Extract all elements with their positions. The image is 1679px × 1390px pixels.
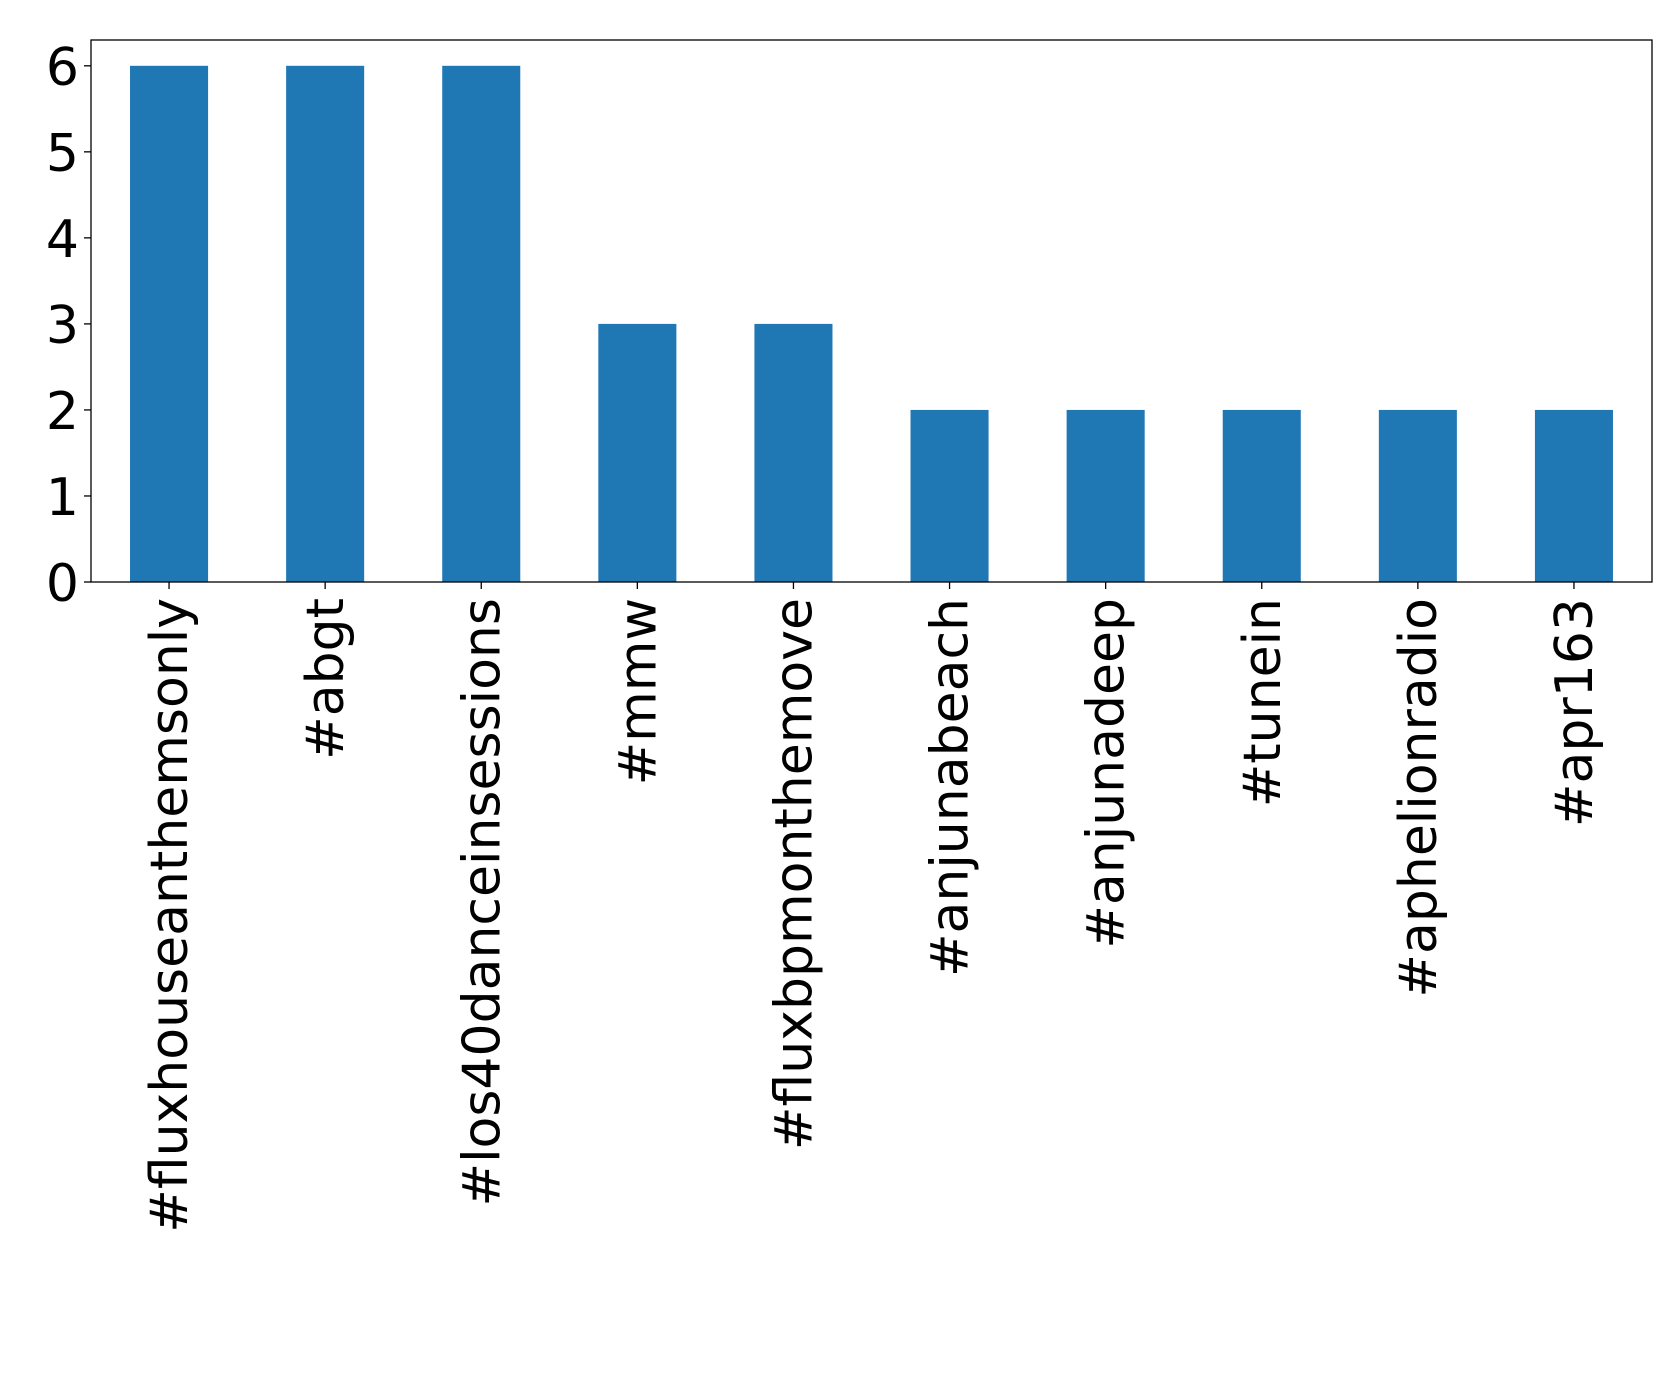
y-tick-label: 4 <box>46 210 79 270</box>
x-axis: #fluxhouseanthemsonly #abgt #los40danceins… <box>140 582 1605 1233</box>
y-tick-label: 6 <box>46 38 79 98</box>
x-tick-label: #anjunabeach <box>921 598 981 977</box>
x-tick-label: #apr163 <box>1545 598 1605 827</box>
axes-frame <box>90 39 1653 583</box>
bar <box>1222 409 1301 582</box>
x-tick-label: #tunein <box>1233 598 1293 807</box>
x-tick-label: #los40danceinsessions <box>452 598 512 1207</box>
bars-group <box>130 65 1613 583</box>
y-tick-label: 0 <box>46 554 79 614</box>
bar <box>754 323 833 582</box>
bar <box>442 65 521 583</box>
y-tick-label: 3 <box>46 296 79 356</box>
bar <box>1534 409 1613 582</box>
x-tick-label: #fluxhouseanthemsonly <box>140 598 200 1233</box>
y-tick-label: 1 <box>46 468 79 528</box>
y-tick-label: 2 <box>46 382 79 442</box>
bar <box>598 323 677 582</box>
y-tick-label: 5 <box>46 124 79 184</box>
bar <box>1066 409 1145 582</box>
x-tick-label: #fluxbpmonthemove <box>764 598 824 1150</box>
x-tick-label: #anjunadeep <box>1077 598 1137 949</box>
bar <box>130 65 209 583</box>
x-tick-label: #aphelionradio <box>1389 598 1449 998</box>
x-tick-label: #abgt <box>296 598 356 760</box>
bar <box>1378 409 1457 582</box>
bar <box>910 409 989 582</box>
y-axis: 0 1 2 3 4 5 6 <box>46 38 91 614</box>
x-tick-label: #mmw <box>608 598 668 785</box>
bar <box>286 65 365 583</box>
